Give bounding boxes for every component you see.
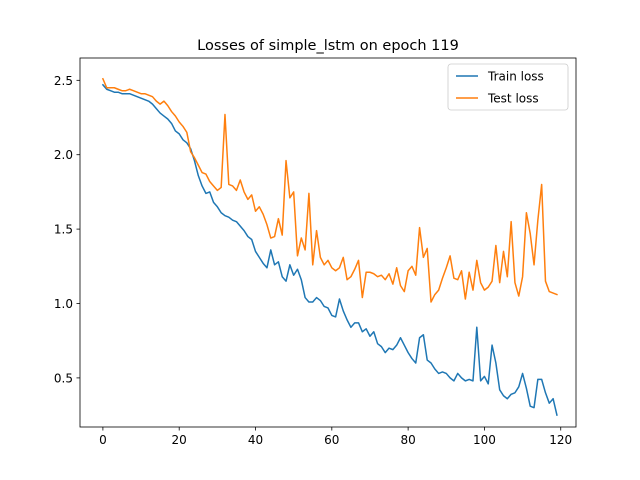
legend-label-train-loss: Train loss	[487, 70, 544, 84]
axes: 0 20 40 60 80 100 120 0.5 1.0 1.5 2.0 2.5	[54, 57, 577, 447]
y-tick-label: 1.0	[54, 297, 73, 311]
series-line-test-loss	[101, 77, 558, 303]
x-tick-label: 80	[400, 433, 415, 447]
y-tick-label: 2.5	[54, 74, 73, 88]
x-tick-label: 100	[473, 433, 496, 447]
x-tick-label: 40	[248, 433, 263, 447]
chart-title: Losses of simple_lstm on epoch 119	[197, 38, 459, 54]
series-line-train-loss	[101, 83, 558, 417]
plot-area	[101, 77, 558, 417]
y-tick-label: 1.5	[54, 223, 73, 237]
y-tick-label: 0.5	[54, 371, 73, 385]
x-tick-label: 120	[549, 433, 572, 447]
x-tick-label: 20	[172, 433, 187, 447]
axes-frame	[79, 57, 577, 428]
legend-label-test-loss: Test loss	[487, 92, 539, 106]
y-tick-label: 2.0	[54, 148, 73, 162]
x-tick-label: 0	[99, 433, 107, 447]
legend: Train loss Test loss	[447, 63, 569, 111]
x-tick-label: 60	[324, 433, 339, 447]
